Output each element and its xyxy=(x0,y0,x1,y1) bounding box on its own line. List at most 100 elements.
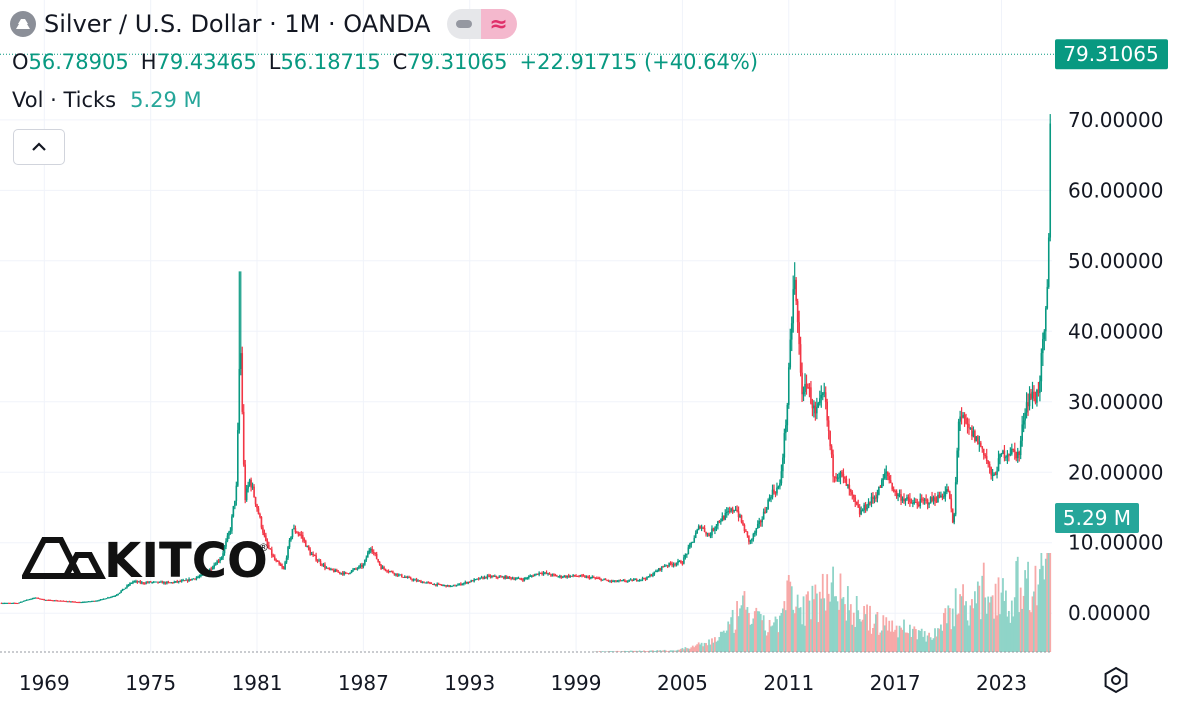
candle-body xyxy=(921,499,923,500)
candle-body xyxy=(351,570,353,572)
candle-body xyxy=(620,580,622,581)
candle-body xyxy=(792,289,794,323)
candle-body xyxy=(404,577,406,578)
candle-body xyxy=(141,582,143,583)
candle-body xyxy=(1048,238,1050,287)
candle-body xyxy=(472,580,474,581)
candle-body xyxy=(791,323,793,339)
candle-body xyxy=(612,581,614,582)
candle-body xyxy=(903,499,905,502)
candle-body xyxy=(916,503,918,505)
candle-body xyxy=(433,584,435,585)
candle-body xyxy=(281,566,283,568)
candle-body xyxy=(594,578,596,579)
candle-body xyxy=(928,504,930,505)
candle-body xyxy=(885,472,887,474)
candle-body xyxy=(958,422,960,451)
candle-body xyxy=(391,571,393,572)
candle-body xyxy=(773,490,775,493)
candle-body xyxy=(689,544,691,547)
candle-body xyxy=(696,530,698,534)
candle-body xyxy=(101,599,103,600)
candle-body xyxy=(503,577,505,579)
candle-body xyxy=(614,580,616,581)
candle-body xyxy=(35,598,37,599)
candle-body xyxy=(781,471,783,483)
candle-body xyxy=(597,578,599,579)
candle-body xyxy=(628,580,630,581)
candle-body xyxy=(599,578,601,579)
symbol-title[interactable]: Silver / U.S. Dollar · 1M · OANDA xyxy=(44,10,431,38)
candle-body xyxy=(500,577,502,578)
candle-body xyxy=(1032,392,1034,399)
candle-body xyxy=(178,581,180,582)
collapse-legend-button[interactable] xyxy=(13,129,65,165)
candle-body xyxy=(883,478,885,480)
ohlc-change: +22.91715 (+40.64%) xyxy=(520,50,759,74)
chart-mode-toggle[interactable]: ≈ xyxy=(447,9,517,39)
candle-body xyxy=(952,509,954,523)
price-tick-label: 70.00000 xyxy=(1068,108,1163,132)
candle-body xyxy=(38,598,40,599)
candle-body xyxy=(26,600,28,601)
candle-body xyxy=(787,405,789,425)
candle-body xyxy=(640,580,642,581)
candle-body xyxy=(487,575,489,578)
approx-pill-button[interactable]: ≈ xyxy=(481,9,517,39)
candle-body xyxy=(713,529,715,531)
candle-body xyxy=(651,575,653,576)
candle-body xyxy=(1015,452,1017,458)
candle-body xyxy=(1004,451,1006,459)
price-tick-label: 50.00000 xyxy=(1068,249,1163,273)
candle-body xyxy=(652,574,654,576)
candle-body xyxy=(243,412,245,465)
candle-body xyxy=(126,585,128,587)
candle-body xyxy=(639,580,641,581)
candle-body xyxy=(11,603,13,604)
candle-body xyxy=(890,480,892,483)
candle-body xyxy=(41,599,43,600)
candle-body xyxy=(668,563,670,566)
candle-body xyxy=(584,576,586,578)
candle-body xyxy=(680,561,682,563)
candle-body xyxy=(30,599,32,600)
candle-body xyxy=(877,495,879,499)
candle-body xyxy=(868,502,870,507)
candle-body xyxy=(317,560,319,561)
candle-body xyxy=(352,570,354,571)
candle-body xyxy=(64,601,66,602)
candle-body xyxy=(361,565,363,567)
candle-body xyxy=(507,576,509,578)
candle-body xyxy=(884,473,886,478)
candle-body xyxy=(301,535,303,536)
minus-pill-button[interactable] xyxy=(447,9,481,39)
candle-body xyxy=(383,567,385,569)
chart-settings-button[interactable] xyxy=(1100,664,1132,696)
candle-body xyxy=(394,573,396,574)
candle-body xyxy=(940,496,942,498)
candle-body xyxy=(872,497,874,499)
candle-body xyxy=(411,579,413,580)
candle-body xyxy=(145,582,147,583)
candle-body xyxy=(757,524,759,528)
candle-body xyxy=(809,387,811,388)
candle-body xyxy=(942,496,944,497)
candle-body xyxy=(918,505,920,506)
candles xyxy=(1,114,1051,604)
candle-body xyxy=(335,570,337,572)
candle-body xyxy=(422,582,424,583)
symbol-header[interactable]: Silver / U.S. Dollar · 1M · OANDA ≈ xyxy=(10,8,517,40)
candle-body xyxy=(741,515,743,522)
candle-body xyxy=(481,577,483,578)
candle-body xyxy=(831,446,833,454)
volume-legend[interactable]: Vol · Ticks 5.29 M xyxy=(12,88,202,112)
candle-body xyxy=(739,515,741,517)
candle-body xyxy=(339,572,341,573)
candle-body xyxy=(148,582,150,583)
candle-body xyxy=(812,404,814,409)
candle-body xyxy=(385,569,387,571)
candle-body xyxy=(410,577,412,579)
candle-body xyxy=(125,588,127,589)
candle-body xyxy=(633,580,635,581)
candle-body xyxy=(100,600,102,601)
